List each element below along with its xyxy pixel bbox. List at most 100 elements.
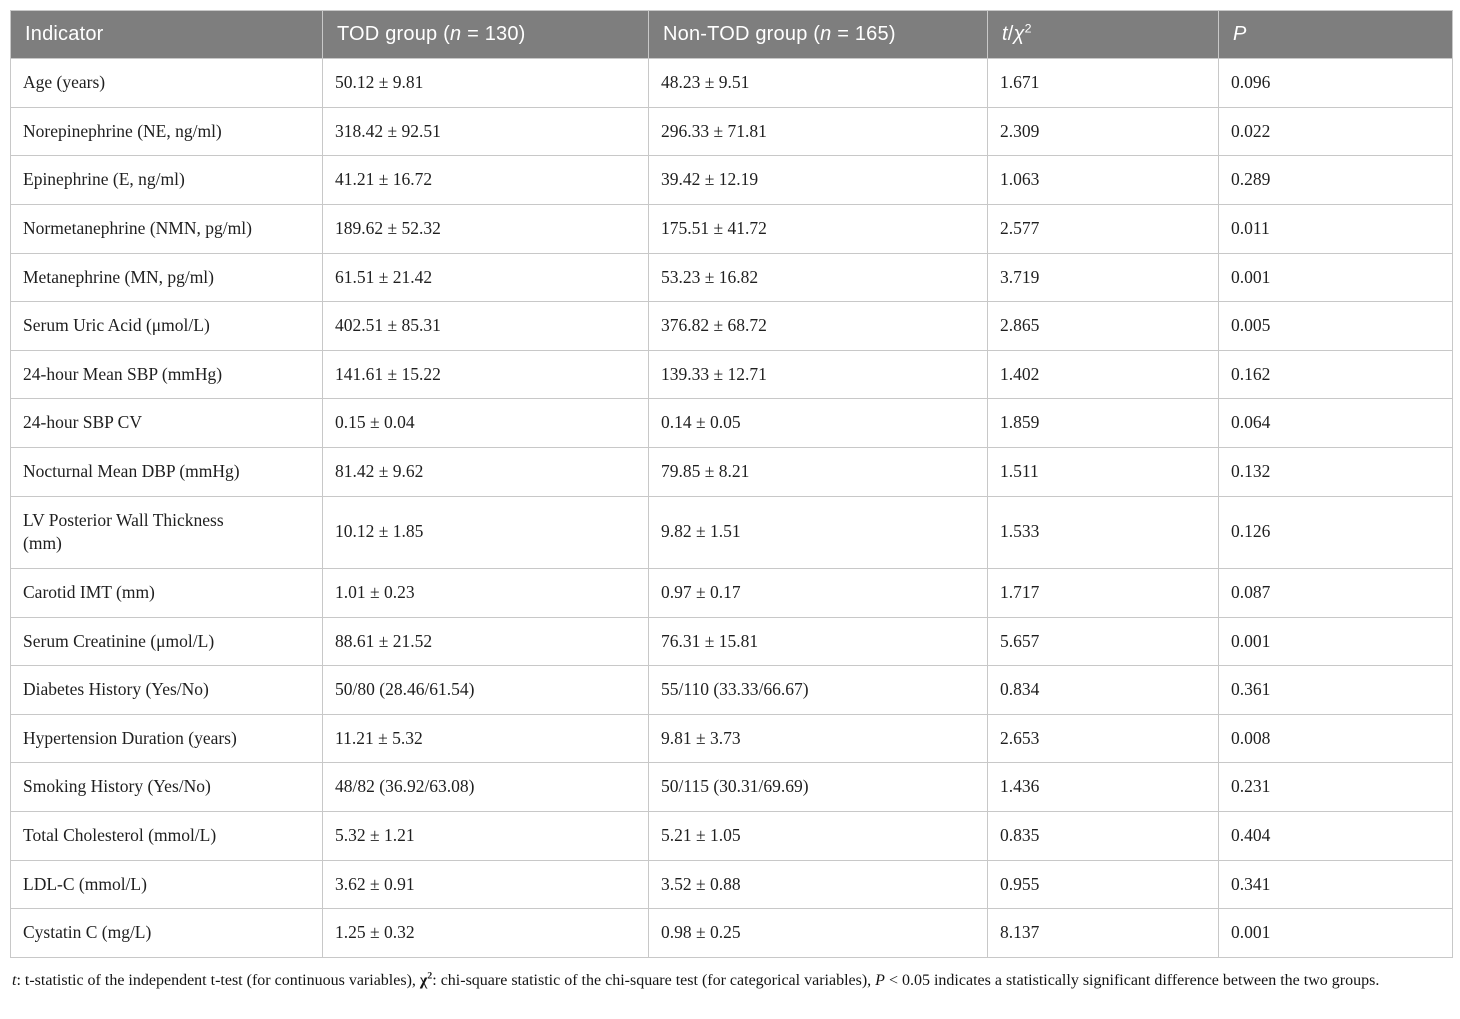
cell-nontod: 3.52 ± 0.88 bbox=[648, 859, 988, 910]
cell-p: 0.022 bbox=[1218, 106, 1453, 157]
table-row: LV Posterior Wall Thickness (mm) 10.12 ± … bbox=[10, 495, 1453, 569]
cell-p: 0.005 bbox=[1218, 301, 1453, 351]
cell-p: 0.064 bbox=[1218, 398, 1453, 448]
cell-tod: 10.12 ± 1.85 bbox=[322, 495, 649, 569]
cell-nontod: 53.23 ± 16.82 bbox=[648, 252, 988, 303]
column-header-tod: TOD group (n = 130) bbox=[322, 10, 649, 59]
cell-p: 0.361 bbox=[1218, 665, 1453, 715]
cell-indicator: Serum Creatinine (μmol/L) bbox=[10, 616, 323, 667]
paper-table-figure: Indicator TOD group (n = 130) Non-TOD grou… bbox=[10, 10, 1460, 994]
text-segment: = 165) bbox=[831, 23, 896, 45]
table-header: Indicator TOD group (n = 130) Non-TOD grou… bbox=[10, 10, 1453, 59]
cell-nontod: 50/115 (30.31/69.69) bbox=[648, 762, 988, 812]
cell-p: 0.289 bbox=[1218, 155, 1453, 205]
cell-tod: 189.62 ± 52.32 bbox=[322, 203, 649, 254]
text-segment: n bbox=[449, 23, 462, 45]
text-segment: t bbox=[12, 971, 17, 989]
comparison-table: Indicator TOD group (n = 130) Non-TOD grou… bbox=[10, 10, 1453, 958]
cell-stat: 1.671 bbox=[987, 58, 1219, 108]
table-row: Serum Creatinine (μmol/L) 88.61 ± 21.52 76… bbox=[10, 616, 1453, 667]
cell-p: 0.404 bbox=[1218, 811, 1453, 861]
table-footnote: t: t-statistic of the independent t-test… bbox=[12, 968, 1460, 994]
text-segment: : t-statistic of the independent t-test … bbox=[16, 971, 420, 989]
cell-indicator: Total Cholesterol (mmol/L) bbox=[10, 811, 323, 861]
cell-p: 0.341 bbox=[1218, 859, 1453, 910]
cell-p: 0.001 bbox=[1218, 908, 1453, 958]
cell-nontod: 175.51 ± 41.72 bbox=[648, 203, 988, 254]
cell-indicator: Nocturnal Mean DBP (mmHg) bbox=[10, 447, 323, 497]
cell-stat: 1.533 bbox=[987, 495, 1219, 569]
table-row: Diabetes History (Yes/No) 50/80 (28.46/61… bbox=[10, 665, 1453, 715]
cell-stat: 3.719 bbox=[987, 252, 1219, 303]
text-segment: t bbox=[1002, 23, 1008, 45]
table-row: Norepinephrine (NE, ng/ml) 318.42 ± 92.51… bbox=[10, 106, 1453, 157]
table-row: Nocturnal Mean DBP (mmHg) 81.42 ± 9.62 79.… bbox=[10, 447, 1453, 497]
table-row: Cystatin C (mg/L) 1.25 ± 0.32 0.98 ± 0.25 8… bbox=[10, 908, 1453, 958]
cell-nontod: 9.82 ± 1.51 bbox=[648, 495, 988, 569]
cell-tod: 11.21 ± 5.32 bbox=[322, 713, 649, 764]
cell-tod: 0.15 ± 0.04 bbox=[322, 398, 649, 448]
cell-p: 0.001 bbox=[1218, 616, 1453, 667]
cell-indicator: LV Posterior Wall Thickness (mm) bbox=[10, 495, 323, 569]
cell-stat: 5.657 bbox=[987, 616, 1219, 667]
text-segment: TOD group ( bbox=[337, 23, 450, 45]
text-segment: 2 bbox=[427, 970, 433, 982]
cell-p: 0.096 bbox=[1218, 58, 1453, 108]
column-header-p: P bbox=[1218, 10, 1453, 59]
cell-nontod: 39.42 ± 12.19 bbox=[648, 155, 988, 205]
cell-tod: 50.12 ± 9.81 bbox=[322, 58, 649, 108]
table-row: Epinephrine (E, ng/ml) 41.21 ± 16.72 39.42… bbox=[10, 155, 1453, 205]
cell-stat: 2.653 bbox=[987, 713, 1219, 764]
cell-tod: 50/80 (28.46/61.54) bbox=[322, 665, 649, 715]
cell-indicator: Age (years) bbox=[10, 58, 323, 108]
cell-tod: 402.51 ± 85.31 bbox=[322, 301, 649, 351]
cell-stat: 0.834 bbox=[987, 665, 1219, 715]
text-segment: P bbox=[1233, 23, 1247, 45]
text-segment: : chi-square statistic of the chi-square… bbox=[432, 971, 876, 989]
table-row: Smoking History (Yes/No) 48/82 (36.92/63.… bbox=[10, 762, 1453, 812]
cell-tod: 41.21 ± 16.72 bbox=[322, 155, 649, 205]
cell-stat: 1.402 bbox=[987, 349, 1219, 400]
table-row: Metanephrine (MN, pg/ml) 61.51 ± 21.42 53.… bbox=[10, 252, 1453, 303]
cell-tod: 1.25 ± 0.32 bbox=[322, 908, 649, 958]
text-segment: P bbox=[875, 971, 885, 989]
cell-nontod: 0.98 ± 0.25 bbox=[648, 908, 988, 958]
cell-p: 0.008 bbox=[1218, 713, 1453, 764]
cell-tod: 88.61 ± 21.52 bbox=[322, 616, 649, 667]
cell-indicator: LDL-C (mmol/L) bbox=[10, 859, 323, 910]
text-segment: n bbox=[820, 23, 832, 45]
cell-p: 0.011 bbox=[1218, 203, 1453, 254]
cell-tod: 81.42 ± 9.62 bbox=[322, 447, 649, 497]
cell-nontod: 0.97 ± 0.17 bbox=[648, 567, 988, 618]
cell-nontod: 296.33 ± 71.81 bbox=[648, 106, 988, 157]
cell-tod: 141.61 ± 15.22 bbox=[322, 349, 649, 400]
cell-stat: 2.577 bbox=[987, 203, 1219, 254]
table-row: Total Cholesterol (mmol/L) 5.32 ± 1.21 5.2… bbox=[10, 811, 1453, 861]
cell-stat: 1.859 bbox=[987, 398, 1219, 448]
cell-stat: 0.835 bbox=[987, 811, 1219, 861]
cell-nontod: 76.31 ± 15.81 bbox=[648, 616, 988, 667]
cell-p: 0.001 bbox=[1218, 252, 1453, 303]
text-segment: χ bbox=[1013, 23, 1025, 45]
table-row: Carotid IMT (mm) 1.01 ± 0.23 0.97 ± 0.17 1.… bbox=[10, 567, 1453, 618]
cell-stat: 1.511 bbox=[987, 447, 1219, 497]
cell-tod: 48/82 (36.92/63.08) bbox=[322, 762, 649, 812]
cell-tod: 5.32 ± 1.21 bbox=[322, 811, 649, 861]
cell-indicator: 24-hour Mean SBP (mmHg) bbox=[10, 349, 323, 400]
table-row: 24-hour Mean SBP (mmHg) 141.61 ± 15.22 139… bbox=[10, 349, 1453, 400]
cell-stat: 1.063 bbox=[987, 155, 1219, 205]
cell-stat: 2.309 bbox=[987, 106, 1219, 157]
table-row: Hypertension Duration (years) 11.21 ± 5.3… bbox=[10, 713, 1453, 764]
cell-p: 0.162 bbox=[1218, 349, 1453, 400]
cell-indicator: Epinephrine (E, ng/ml) bbox=[10, 155, 323, 205]
text-segment: χ bbox=[419, 971, 428, 989]
table-row: Age (years) 50.12 ± 9.81 48.23 ± 9.51 1.671… bbox=[10, 58, 1453, 108]
cell-tod: 61.51 ± 21.42 bbox=[322, 252, 649, 303]
column-header-nontod: Non-TOD group (n = 165) bbox=[648, 10, 988, 59]
cell-indicator: 24-hour SBP CV bbox=[10, 398, 323, 448]
text-segment: / bbox=[1007, 23, 1014, 45]
text-segment: Non-TOD group ( bbox=[663, 23, 821, 45]
cell-indicator: Norepinephrine (NE, ng/ml) bbox=[10, 106, 323, 157]
cell-nontod: 376.82 ± 68.72 bbox=[648, 301, 988, 351]
cell-nontod: 79.85 ± 8.21 bbox=[648, 447, 988, 497]
